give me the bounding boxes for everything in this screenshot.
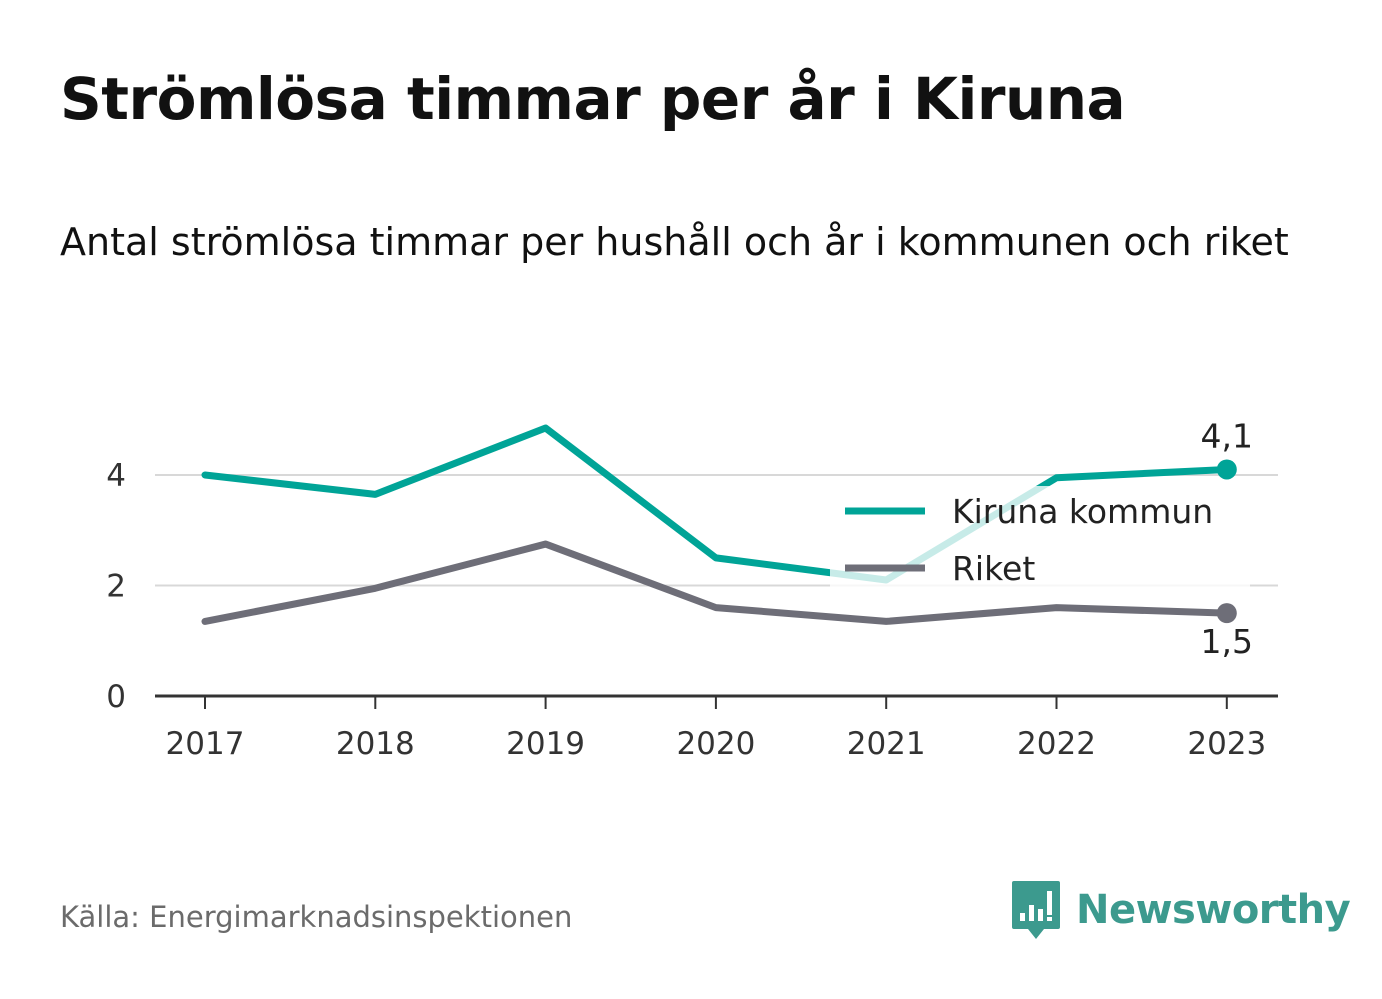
x-tick-label: 2019	[506, 726, 585, 762]
x-tick-label: 2021	[847, 726, 926, 762]
x-tick-label: 2020	[676, 726, 755, 762]
y-tick-label: 0	[106, 679, 126, 715]
x-tick-label: 2023	[1187, 726, 1266, 762]
y-tick-label: 2	[106, 569, 126, 605]
newsworthy-logo-icon	[1012, 881, 1060, 939]
riket-series-line	[201, 540, 1231, 625]
brand-name: Newsworthy	[1076, 887, 1351, 933]
brand-logo: Newsworthy	[1010, 878, 1351, 942]
kiruna-series-end-label: 4,1	[1201, 416, 1253, 455]
riket-series-end-point	[1216, 603, 1237, 624]
legend-label-kiruna-series: Kiruna kommun	[952, 492, 1213, 531]
source-note: Källa: Energimarknadsinspektionen	[60, 900, 573, 934]
kiruna-series-end-point	[1216, 459, 1237, 480]
x-tick-label: 2022	[1017, 726, 1096, 762]
legend-label-riket-series: Riket	[952, 549, 1035, 588]
x-tick-label: 2018	[336, 726, 415, 762]
kiruna-series-line	[201, 424, 1231, 584]
chart-title: Strömlösa timmar per år i Kiruna	[60, 65, 1126, 133]
x-tick-label: 2017	[166, 726, 245, 762]
y-tick-label: 4	[106, 458, 126, 494]
legend-background	[830, 486, 1250, 596]
riket-series-end-label: 1,5	[1201, 622, 1253, 661]
chart-subtitle: Antal strömlösa timmar per hushåll och å…	[60, 220, 1289, 264]
